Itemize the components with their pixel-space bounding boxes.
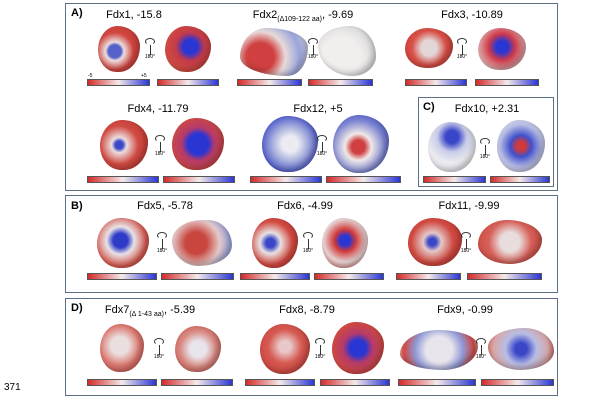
fdx9-colorbar-back (481, 379, 554, 386)
fdx3-colorbar-back (475, 79, 539, 86)
fdx9-structure-back (488, 328, 554, 370)
fdx6-structure-front (252, 218, 298, 268)
fdx8-structure-front (260, 324, 310, 374)
fdx2-title-name: Fdx2 (252, 9, 278, 21)
fdx12-colorbar-front (250, 176, 322, 183)
fdx4-colorbar-front (87, 176, 159, 183)
fdx11-structure-front (408, 218, 462, 266)
fdx10-structure-back (497, 120, 545, 172)
fdx8-colorbar-back (320, 379, 390, 386)
fdx11-title: Fdx11, -9.99 (438, 200, 500, 212)
fdx10-colorbar-front (423, 176, 486, 183)
panel-c-label: C) (423, 101, 435, 113)
fdx2-title-value: , -9.69 (322, 9, 354, 21)
fdx5-rotation-icon: 180° (157, 232, 167, 254)
fdx9-colorbar-front (398, 379, 476, 386)
fdx6-title: Fdx6, -4.99 (277, 200, 333, 212)
fdx8-title: Fdx8, -8.79 (279, 304, 335, 316)
fdx7-structure-front (100, 324, 144, 372)
fdx3-colorbar-front (405, 79, 467, 86)
fdx9-structure-front (400, 330, 478, 370)
fdx2-colorbar-back (308, 79, 373, 86)
fdx3-rotation-icon: 180° (457, 38, 467, 60)
fdx3-structure-back (478, 28, 526, 70)
fdx5-structure-back (172, 220, 232, 266)
fdx9-title: Fdx9, -0.99 (437, 304, 493, 316)
panel-b (65, 195, 558, 293)
fdx7-colorbar-back (161, 379, 233, 386)
fdx1-colorbar-front (87, 79, 150, 86)
fdx8-structure-back (332, 322, 384, 374)
line-number: 371 (4, 382, 21, 393)
fdx7-title-subscript: (Δ 1-43 aa) (129, 311, 164, 319)
fdx2-title: Fdx2(Δ109-122 aa), -9.69 (253, 9, 353, 23)
fdx5-colorbar-front (87, 273, 157, 280)
fdx7-title-value: , -5.39 (163, 304, 196, 316)
fdx10-colorbar-back (490, 176, 550, 183)
fdx4-structure-front (100, 120, 148, 170)
scale-max-label: +5 (141, 73, 147, 79)
fdx12-title: Fdx12, +5 (293, 103, 343, 115)
panel-b-label: B) (71, 200, 83, 212)
fdx11-colorbar-back (467, 273, 542, 280)
fdx5-title: Fdx5, -5.78 (137, 200, 193, 212)
fdx11-rotation-icon: 180° (461, 232, 471, 254)
fdx7-rotation-icon: 180° (154, 338, 164, 360)
fdx6-structure-back (322, 218, 368, 268)
fdx1-structure-back (165, 26, 211, 72)
fdx4-rotation-icon: 180° (155, 135, 165, 157)
panel-c (418, 97, 554, 187)
panel-d (65, 298, 558, 396)
fdx12-colorbar-back (326, 176, 401, 183)
fdx5-structure-front (97, 218, 149, 268)
fdx2-structure-front (240, 28, 308, 76)
fdx3-structure-front (405, 28, 453, 68)
fdx12-structure-front (262, 116, 318, 172)
fdx6-colorbar-front (240, 273, 310, 280)
fdx4-title: Fdx4, -11.79 (127, 103, 189, 115)
fdx9-rotation-icon: 180° (476, 338, 486, 360)
fdx7-title-name: Fdx7 (104, 304, 130, 316)
fdx10-structure-front (428, 122, 476, 172)
fdx2-title-subscript: (Δ109-122 aa) (277, 16, 323, 24)
fdx4-colorbar-back (163, 176, 235, 183)
fdx8-rotation-icon: 180° (315, 338, 325, 360)
fdx4-structure-back (172, 118, 224, 170)
scale-min-label: -5 (88, 73, 93, 79)
fdx11-colorbar-front (396, 273, 461, 280)
fdx10-title: Fdx10, +2.31 (454, 103, 520, 115)
fdx10-rotation-icon: 180° (480, 138, 490, 160)
fdx6-colorbar-back (314, 273, 384, 280)
fdx12-structure-back (333, 115, 389, 173)
fdx5-colorbar-back (161, 273, 234, 280)
fdx2-rotation-icon: 180° (308, 38, 318, 60)
fdx7-title: Fdx7(Δ 1-43 aa), -5.39 (105, 304, 195, 318)
fdx8-colorbar-front (245, 379, 315, 386)
fdx6-rotation-icon: 180° (303, 232, 313, 254)
fdx1-structure-front (98, 26, 140, 72)
panel-a (65, 3, 558, 191)
fdx2-colorbar-front (237, 79, 302, 86)
fdx1-colorbar-back (157, 79, 219, 86)
fdx7-colorbar-front (87, 379, 157, 386)
fdx7-structure-back (175, 326, 221, 372)
fdx11-structure-back (478, 220, 542, 264)
fdx12-rotation-icon: 180° (317, 135, 327, 157)
fdx3-title: Fdx3, -10.89 (441, 9, 503, 21)
panel-d-label: D) (71, 302, 83, 314)
fdx1-title: Fdx1, -15.8 (106, 9, 162, 21)
panel-a-label: A) (71, 7, 83, 19)
fdx1-rotation-icon: 180° (145, 38, 155, 60)
